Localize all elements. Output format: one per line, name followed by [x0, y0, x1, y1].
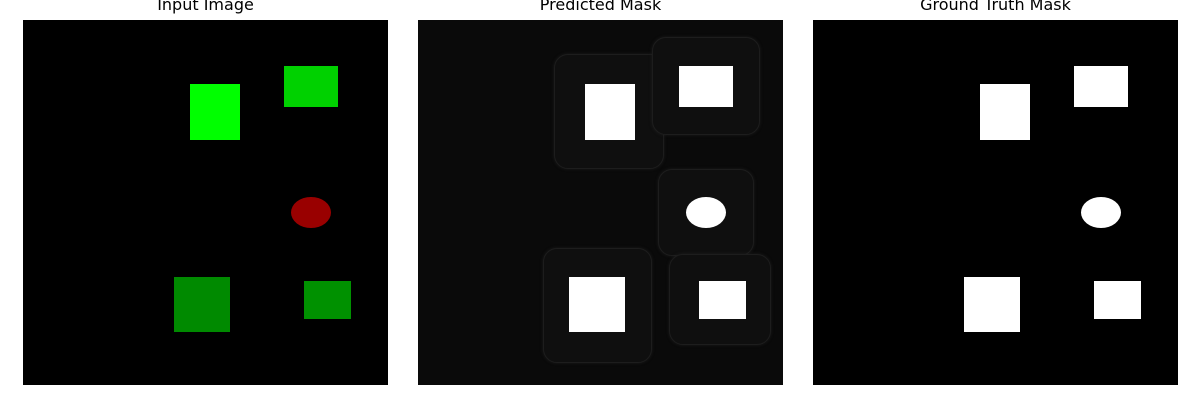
green-rect-4: [304, 281, 351, 319]
ground-truth-mask-panel: [813, 20, 1178, 385]
pred-rect-2: [679, 66, 733, 107]
pred-square-1: [585, 84, 635, 140]
green-square-3: [174, 277, 230, 332]
gt-ellipse: [1081, 197, 1121, 228]
pred-rect-4: [699, 281, 746, 319]
input-image-panel: [23, 20, 388, 385]
pred-square-3: [569, 277, 625, 332]
gt-square-1: [980, 84, 1030, 140]
gt-rect-4: [1094, 281, 1141, 319]
input-image-title: Input Image: [157, 0, 254, 14]
red-ellipse: [291, 197, 331, 228]
green-rect-2: [284, 66, 338, 107]
predicted-mask-title: Predicted Mask: [539, 0, 662, 14]
gt-square-3: [964, 277, 1020, 332]
ground-truth-mask-title: Ground Truth Mask: [920, 0, 1071, 14]
predicted-mask-panel: [418, 20, 783, 385]
green-square-1: [190, 84, 240, 140]
gt-rect-2: [1074, 66, 1128, 107]
pred-ellipse: [686, 197, 726, 228]
